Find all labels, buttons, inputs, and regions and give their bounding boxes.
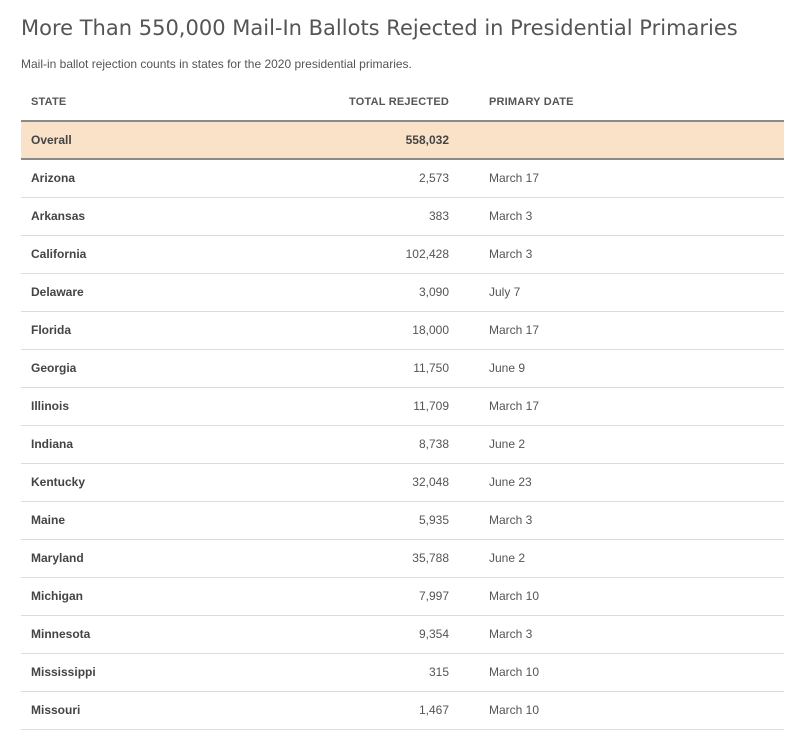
total-rejected-cell: 1,467	[418, 703, 449, 717]
total-rejected-cell: 8,738	[418, 437, 449, 451]
table-row: California 102,428 March 3	[21, 236, 784, 274]
primary-date-cell: June 2	[489, 437, 526, 451]
total-rejected-cell: 383	[428, 209, 449, 223]
state-cell: Kentucky	[31, 475, 86, 489]
state-cell: Mississippi	[31, 665, 96, 679]
state-cell: Florida	[31, 323, 72, 337]
state-cell: Delaware	[31, 285, 84, 299]
total-rejected-cell: 35,788	[412, 551, 449, 565]
total-rejected-cell: 2,573	[418, 171, 449, 185]
total-rejected-cell: 3,090	[418, 285, 449, 299]
table-row: Michigan 7,997 March 10	[21, 578, 784, 616]
table-row: Maryland 35,788 June 2	[21, 540, 784, 578]
table-row: Missouri 1,467 March 10	[21, 692, 784, 730]
primary-date-cell: March 17	[489, 171, 540, 185]
primary-date-cell: March 10	[489, 589, 540, 603]
chart-title: More Than 550,000 Mail-In Ballots Reject…	[21, 16, 738, 40]
primary-date-cell: June 2	[489, 551, 526, 565]
state-cell: Arizona	[31, 171, 76, 185]
state-cell: Maine	[31, 513, 66, 527]
overall-label: Overall	[31, 133, 72, 147]
total-rejected-cell: 7,997	[418, 589, 449, 603]
total-rejected-cell: 11,750	[413, 361, 449, 375]
table-row: Kentucky 32,048 June 23	[21, 464, 784, 502]
rejections-table: STATE TOTAL REJECTED PRIMARY DATE Overal…	[21, 84, 784, 730]
total-rejected-cell: 5,935	[418, 513, 449, 527]
primary-date-cell: March 3	[489, 513, 533, 527]
total-rejected-cell: 18,000	[412, 323, 449, 337]
total-rejected-cell: 11,709	[413, 399, 449, 413]
primary-date-cell: March 10	[489, 665, 540, 679]
table-row: Georgia 11,750 June 9	[21, 350, 784, 388]
table-row: Minnesota 9,354 March 3	[21, 616, 784, 654]
primary-date-cell: March 3	[489, 209, 533, 223]
state-cell: Illinois	[31, 399, 70, 413]
state-cell: Minnesota	[31, 627, 91, 641]
state-cell: Georgia	[31, 361, 77, 375]
header-total-rejected: TOTAL REJECTED	[349, 96, 449, 108]
table-row: Arizona 2,573 March 17	[21, 160, 784, 198]
primary-date-cell: March 17	[489, 323, 540, 337]
state-cell: Missouri	[31, 703, 81, 717]
state-cell: Indiana	[31, 437, 74, 451]
table-row: Arkansas 383 March 3	[21, 198, 784, 236]
state-cell: California	[31, 247, 87, 261]
total-rejected-cell: 102,428	[405, 247, 449, 261]
table-row: Florida 18,000 March 17	[21, 312, 784, 350]
table-body: Arizona 2,573 March 17 Arkansas 383 March 3 Ca…	[21, 160, 784, 730]
table-header: STATE TOTAL REJECTED PRIMARY DATE	[21, 84, 784, 122]
primary-date-cell: July 7	[489, 285, 521, 299]
total-rejected-cell: 32,048	[412, 475, 449, 489]
table-row: Indiana 8,738 June 2	[21, 426, 784, 464]
primary-date-cell: June 23	[489, 475, 532, 489]
primary-date-cell: June 9	[489, 361, 526, 375]
primary-date-cell: March 10	[489, 703, 540, 717]
total-rejected-cell: 9,354	[418, 627, 449, 641]
primary-date-cell: March 3	[489, 247, 533, 261]
primary-date-cell: March 3	[489, 627, 533, 641]
header-state: STATE	[31, 96, 67, 108]
total-rejected-cell: 315	[428, 665, 449, 679]
table-row: Maine 5,935 March 3	[21, 502, 784, 540]
chart-subtitle: Mail-in ballot rejection counts in state…	[21, 57, 412, 71]
state-cell: Arkansas	[31, 209, 86, 223]
header-primary-date: PRIMARY DATE	[489, 96, 574, 108]
table-row: Illinois 11,709 March 17	[21, 388, 784, 426]
table-row: Mississippi 315 March 10	[21, 654, 784, 692]
table-row: Delaware 3,090 July 7	[21, 274, 784, 312]
state-cell: Maryland	[31, 551, 84, 565]
primary-date-cell: March 17	[489, 399, 540, 413]
overall-total: 558,032	[405, 133, 449, 147]
overall-row: Overall 558,032	[21, 122, 784, 160]
state-cell: Michigan	[31, 589, 84, 603]
